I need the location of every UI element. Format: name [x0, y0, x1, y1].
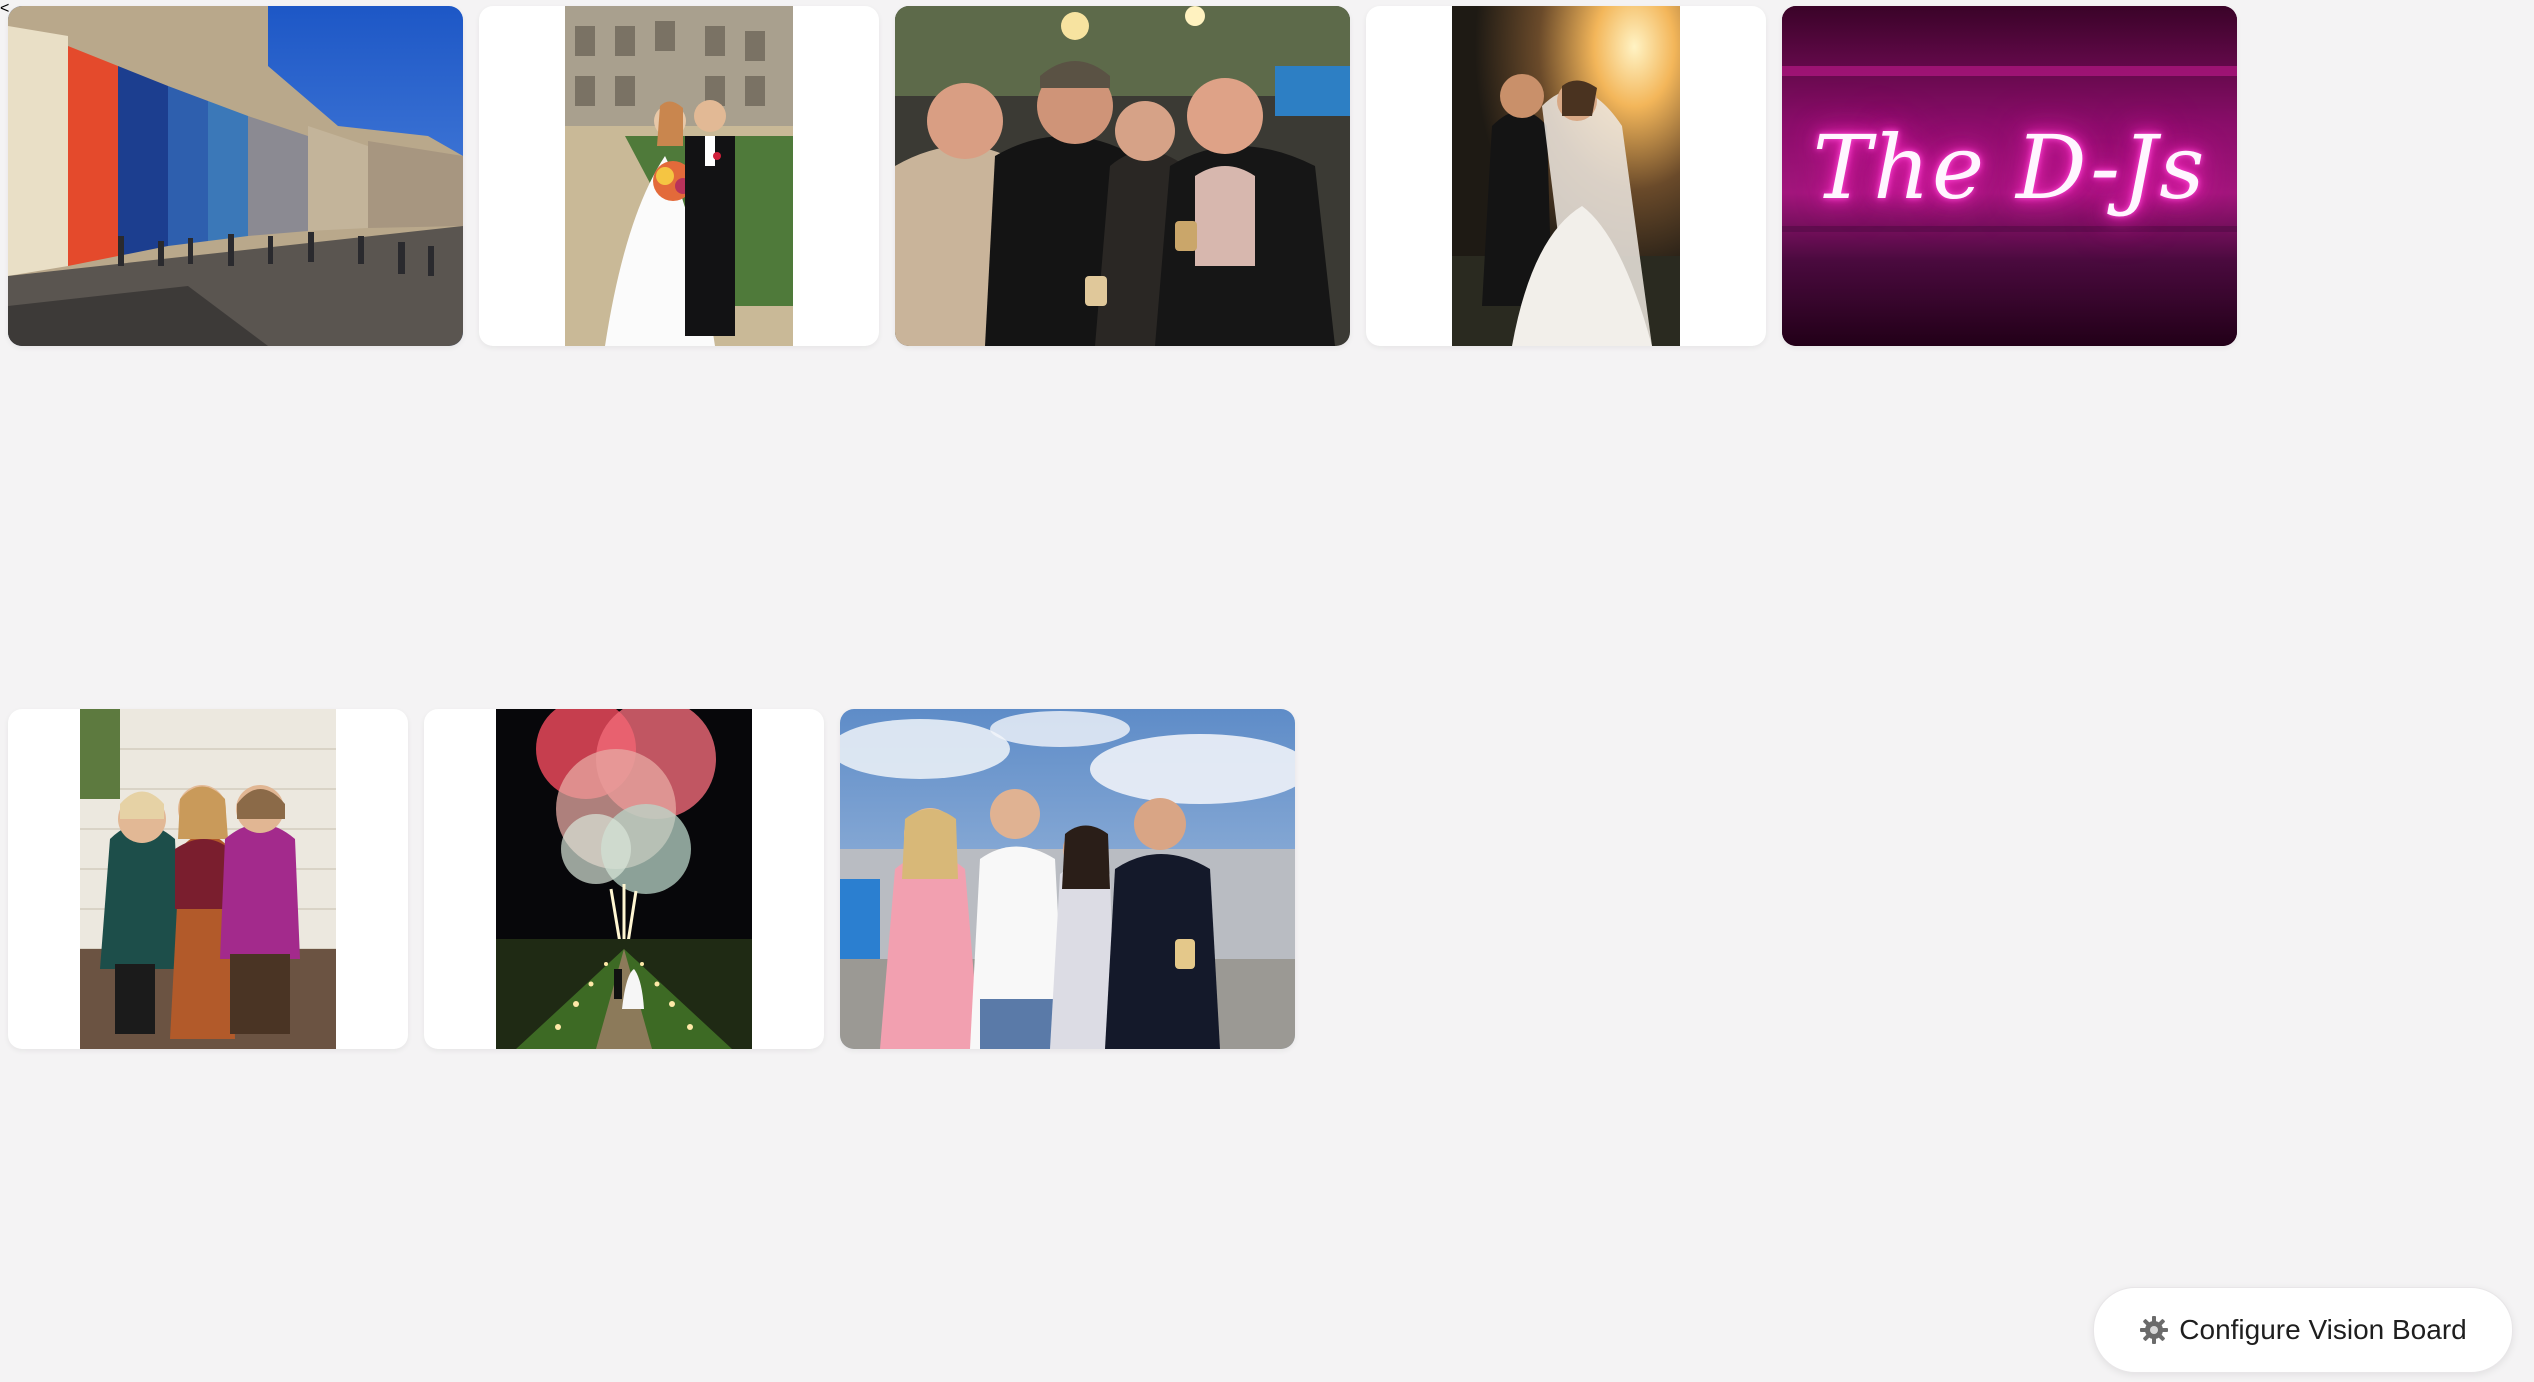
friends-photo: [840, 709, 1295, 1049]
photo-card-three-women[interactable]: [8, 709, 408, 1049]
photo-card-neon-sign[interactable]: The D-Js: [1782, 6, 2237, 346]
photo-card-wedding-castle[interactable]: [479, 6, 879, 346]
configure-vision-board-label: Configure Vision Board: [2179, 1314, 2467, 1345]
photo-card-fireworks[interactable]: [424, 709, 824, 1049]
group-men-photo: [895, 6, 1350, 346]
street-photo: [8, 6, 463, 346]
gear-icon: [2139, 1315, 2169, 1345]
fireworks-photo: [496, 709, 752, 1049]
configure-vision-board-button[interactable]: Configure Vision Board: [2093, 1287, 2513, 1373]
three-women-photo: [80, 709, 336, 1049]
wedding-castle-photo: [565, 6, 793, 346]
neon-sign-photo: The D-Js: [1782, 6, 2237, 346]
photo-card-street[interactable]: [8, 6, 463, 346]
sunset-couple-photo: [1452, 6, 1680, 346]
photo-card-sunset-couple[interactable]: [1366, 6, 1766, 346]
photo-card-friends[interactable]: [840, 709, 1295, 1049]
photo-card-group-men[interactable]: [895, 6, 1350, 346]
neon-sign-text: The D-Js: [1812, 116, 2207, 219]
